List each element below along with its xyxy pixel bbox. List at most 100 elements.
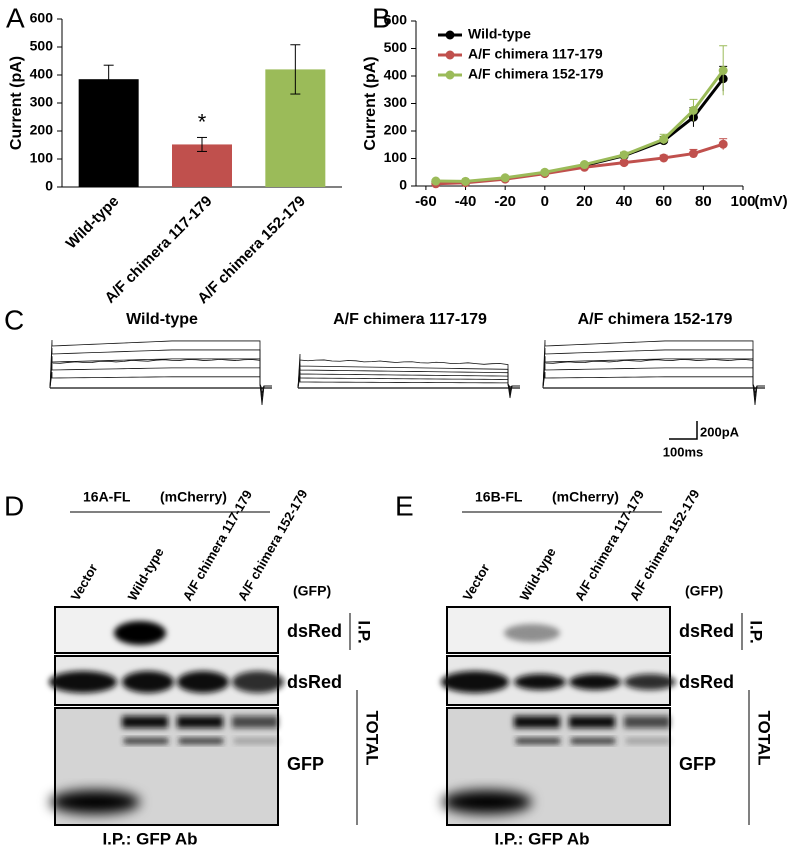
x-tick-label: -20	[494, 193, 516, 210]
lane-label: Wild-type	[517, 545, 559, 603]
panel-label: B	[372, 2, 391, 33]
lane-label: Vector	[68, 561, 101, 603]
y-axis-label: Current (pA)	[8, 56, 25, 150]
current-trace	[297, 371, 520, 390]
point	[461, 176, 471, 186]
bar	[78, 79, 139, 187]
band	[177, 716, 223, 728]
legend-marker	[445, 30, 455, 40]
band	[442, 790, 532, 814]
tag: (mCherry)	[160, 489, 227, 505]
current-trace	[49, 355, 272, 398]
lane-tag: (GFP)	[685, 583, 723, 599]
current-trace	[297, 367, 520, 393]
x-tick-label: 20	[576, 193, 593, 210]
current-trace	[542, 356, 765, 397]
band	[504, 624, 560, 642]
x-tick-label: 0	[541, 193, 549, 210]
scale-time: 100ms	[663, 444, 703, 459]
band	[569, 716, 615, 728]
current-trace	[297, 353, 520, 399]
y-tick-label: 600	[30, 10, 54, 26]
band-label: dsRed	[679, 672, 734, 692]
band	[514, 674, 566, 690]
legend-marker	[445, 70, 455, 80]
band	[571, 738, 615, 744]
x-tick-label: A/F chimera 152-179	[194, 193, 309, 308]
current-trace	[49, 371, 272, 390]
band	[177, 671, 229, 693]
current-trace	[297, 363, 520, 394]
y-tick-label: 200	[384, 122, 408, 138]
panel-label: D	[4, 490, 24, 521]
band-label: dsRed	[287, 672, 342, 692]
y-axis-label: Current (pA)	[362, 56, 379, 150]
current-trace	[542, 347, 765, 402]
scale-current: 200pA	[700, 424, 740, 439]
blot-ip	[54, 606, 279, 654]
annotation: *	[198, 109, 207, 134]
point	[579, 160, 589, 170]
y-tick-label: 0	[399, 177, 407, 193]
current-trace	[49, 363, 272, 394]
x-tick-label: 60	[655, 193, 672, 210]
blot-ip	[446, 606, 671, 654]
footer: I.P.: GFP Ab	[494, 829, 589, 848]
y-tick-label: 600	[384, 12, 408, 28]
x-tick-label: Wild-type	[63, 193, 123, 253]
x-axis-label: (mV)	[754, 193, 787, 210]
total-label: TOTAL	[363, 710, 382, 765]
total-label: TOTAL	[755, 710, 774, 765]
legend-marker	[445, 50, 455, 60]
band-label: GFP	[679, 754, 716, 774]
y-tick-label: 500	[30, 38, 54, 54]
band	[114, 621, 166, 645]
point	[500, 173, 510, 183]
y-tick-label: 300	[384, 94, 408, 110]
band-label: GFP	[287, 754, 324, 774]
band	[122, 716, 168, 728]
lane-tag: (GFP)	[293, 583, 331, 599]
band	[232, 716, 278, 728]
current-trace	[297, 375, 520, 389]
y-tick-label: 0	[45, 178, 53, 194]
current-trace	[297, 359, 520, 396]
point	[619, 150, 629, 160]
lane-label: Wild-type	[125, 545, 167, 603]
x-tick-label: A/F chimera 117-179	[102, 193, 216, 307]
panel-label: E	[395, 490, 414, 521]
ip-label: I.P.	[355, 620, 374, 643]
band	[50, 790, 140, 814]
y-tick-label: 500	[384, 39, 408, 55]
legend-label: Wild-type	[468, 26, 531, 42]
band	[179, 738, 223, 744]
band	[569, 674, 621, 690]
point	[688, 149, 698, 159]
band	[624, 716, 670, 728]
y-tick-label: 400	[30, 66, 54, 82]
point	[688, 105, 698, 115]
ip-label: I.P.	[747, 620, 766, 643]
point	[718, 66, 728, 75]
current-trace	[542, 371, 765, 390]
y-tick-label: 300	[30, 94, 54, 110]
band	[514, 716, 560, 728]
trace-title: Wild-type	[126, 311, 198, 328]
band	[441, 671, 509, 693]
trace-title: A/F chimera 117-179	[333, 311, 487, 328]
x-tick-label: 100	[730, 193, 755, 210]
legend-label: A/F chimera 117-179	[468, 46, 603, 62]
trace-title: A/F chimera 152-179	[578, 311, 733, 328]
tag: (mCherry)	[552, 489, 619, 505]
construct: 16A-FL	[83, 489, 131, 505]
current-trace	[49, 356, 272, 397]
current-trace	[49, 339, 272, 406]
band	[624, 674, 676, 690]
point	[540, 167, 550, 177]
legend-label: A/F chimera 152-179	[468, 66, 604, 82]
band	[626, 738, 670, 744]
x-tick-label: -40	[455, 193, 477, 210]
point	[619, 158, 629, 168]
panel-label: C	[4, 304, 24, 335]
